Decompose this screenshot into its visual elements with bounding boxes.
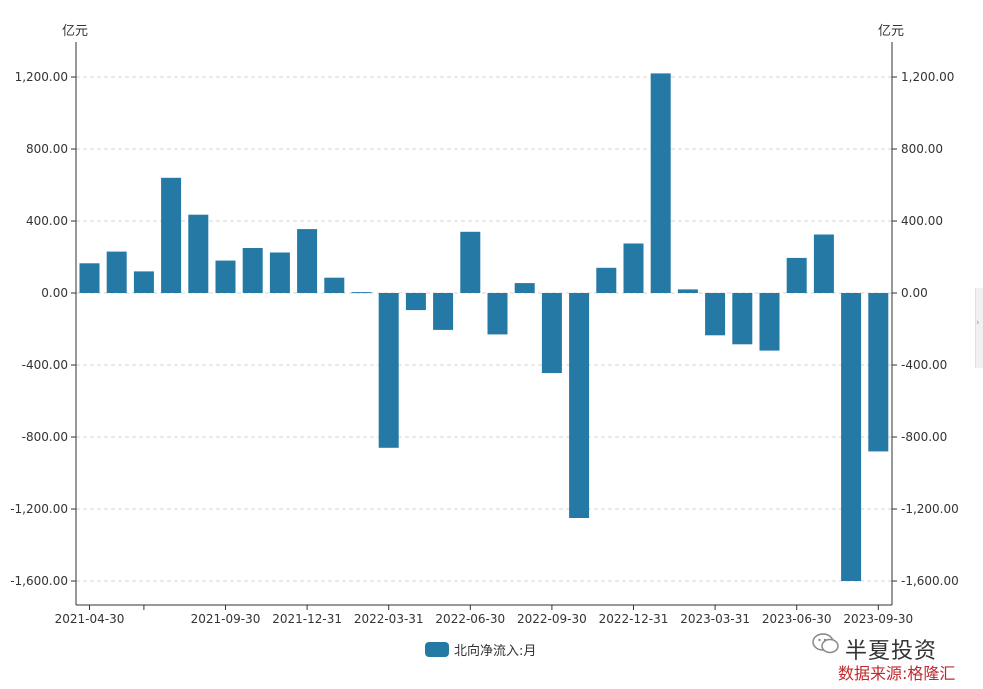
bar (541, 293, 562, 374)
bar (841, 293, 862, 581)
x-tick-label: 2023-09-30 (843, 612, 913, 626)
bar (324, 277, 345, 293)
x-tick-label: 2022-12-31 (599, 612, 669, 626)
x-tick-label: 2022-09-30 (517, 612, 587, 626)
y-tick-label-left: -800.00 (22, 430, 68, 444)
bar-series (79, 73, 889, 581)
x-tick-label: 2022-06-30 (435, 612, 505, 626)
bar (106, 251, 127, 293)
y-tick-label-right: 1,200.00 (901, 70, 954, 84)
bar (161, 177, 182, 293)
y-tick-label-right: 800.00 (901, 142, 943, 156)
watermark-brand: 半夏投资 (845, 639, 938, 664)
x-tick-labels: 2021-04-30 2021-09-30 2021-12-31 2022-03-31… (55, 612, 914, 626)
bar (813, 234, 834, 293)
y-tick-label-right: -1,200.00 (901, 502, 959, 516)
bar (677, 289, 698, 293)
grid-lines (76, 76, 892, 582)
y-tick-label-right: -1,600.00 (901, 574, 959, 588)
x-tick-label: 2021-12-31 (272, 612, 342, 626)
chevron-right-icon: › (976, 318, 980, 328)
bar (868, 293, 889, 452)
x-tick-label: 2021-04-30 (55, 612, 125, 626)
bar (405, 293, 426, 311)
bar (759, 293, 780, 351)
y-tick-label-right: 0.00 (901, 286, 928, 300)
scrollbar-handle[interactable] (975, 288, 983, 368)
y-tick-label-right: -800.00 (901, 430, 947, 444)
bar (188, 214, 209, 293)
bar (514, 283, 535, 293)
bar (732, 293, 753, 345)
y-tick-label-right: -400.00 (901, 358, 947, 372)
bar (705, 293, 726, 336)
bar (460, 231, 481, 293)
bar (596, 267, 617, 293)
bar (351, 292, 372, 294)
y-tick-label-left: 800.00 (26, 142, 68, 156)
bar (79, 263, 100, 293)
y-tick-label-left: 1,200.00 (15, 70, 68, 84)
y-tick-label-left: -400.00 (22, 358, 68, 372)
y-tick-label-left: -1,600.00 (10, 574, 68, 588)
y-tick-label-left: 0.00 (41, 286, 68, 300)
legend-swatch (425, 642, 449, 657)
bar (378, 293, 399, 448)
bar (433, 293, 454, 330)
wechat-icon (812, 633, 839, 654)
bar (569, 293, 590, 518)
watermark-source: 数据来源:格隆汇 (838, 664, 956, 683)
bar (215, 260, 236, 293)
y-tick-labels-right: 1,200.00 800.00 400.00 0.00 -400.00 -800.00 -1… (901, 70, 959, 588)
axes (71, 42, 897, 610)
bar (242, 248, 263, 293)
y-axis-unit-right: 亿元 (878, 24, 904, 39)
bar (786, 257, 807, 293)
x-tick-label: 2022-03-31 (354, 612, 424, 626)
bar (623, 243, 644, 293)
y-tick-label-right: 400.00 (901, 214, 943, 228)
bar (269, 252, 290, 293)
y-tick-label-left: -1,200.00 (10, 502, 68, 516)
bar (133, 271, 154, 293)
legend[interactable]: 北向净流入:月 (425, 642, 536, 659)
x-tick-label: 2021-09-30 (191, 612, 261, 626)
legend-label: 北向净流入:月 (454, 643, 536, 659)
bar (650, 73, 671, 294)
x-tick-label: 2023-03-31 (680, 612, 750, 626)
x-tick-label: 2023-06-30 (762, 612, 832, 626)
y-tick-labels-left: 1,200.00 800.00 400.00 0.00 -400.00 -800.00 -1… (10, 70, 68, 588)
y-axis-unit-left: 亿元 (62, 24, 88, 39)
y-tick-label-left: 400.00 (26, 214, 68, 228)
bar (297, 229, 318, 293)
bar (487, 293, 508, 335)
